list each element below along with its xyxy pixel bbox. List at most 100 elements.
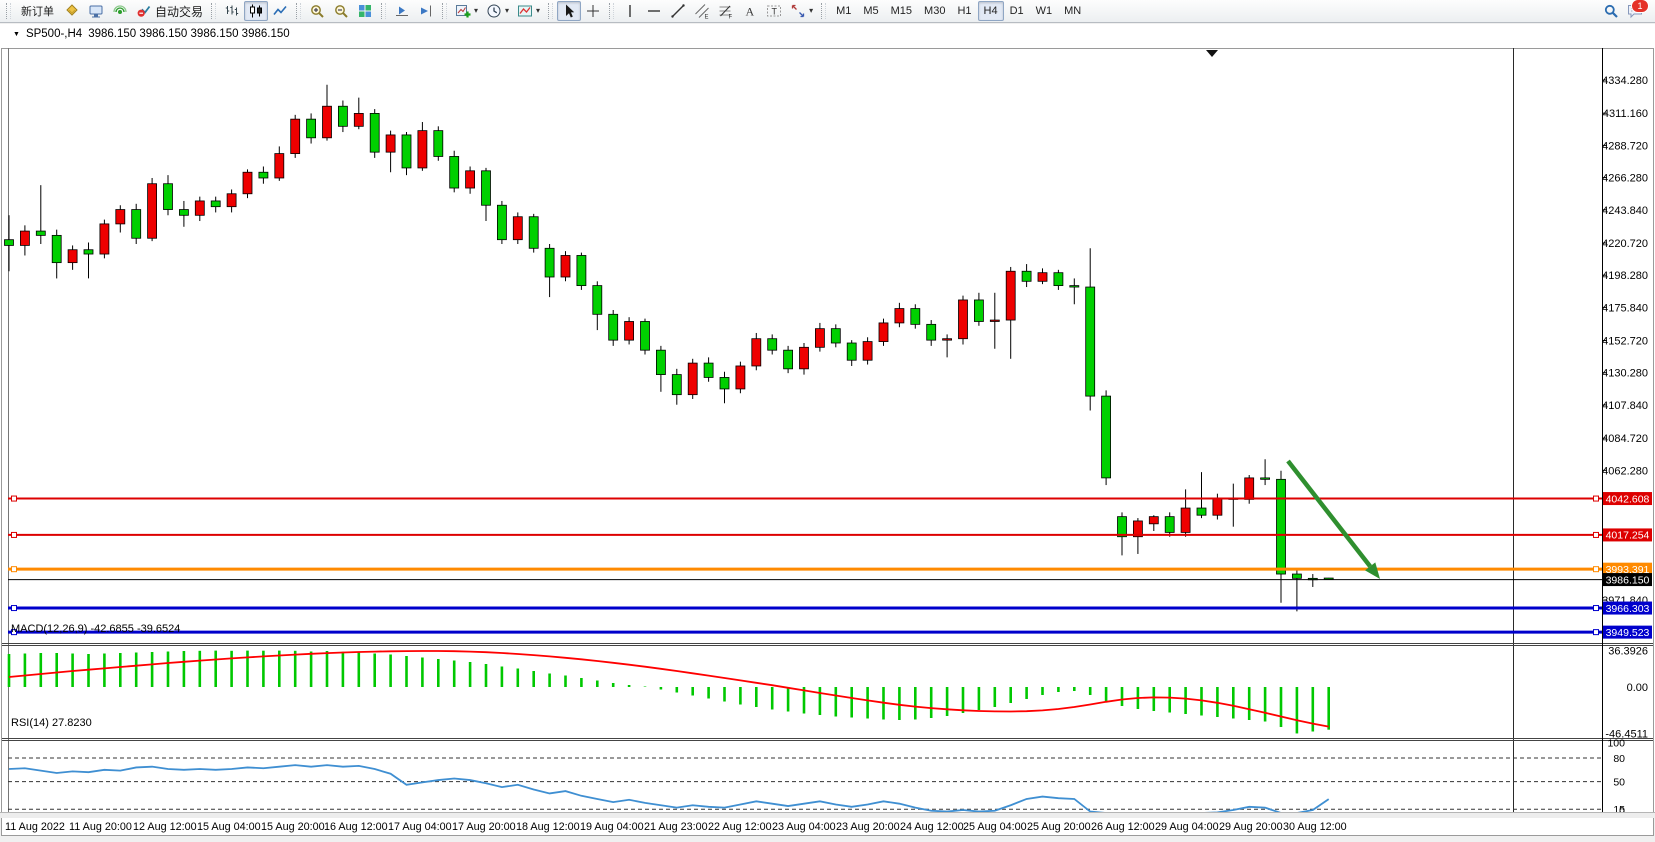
candle-body [894,308,905,324]
svg-text:A: A [746,5,755,19]
arrow-annotation[interactable] [1286,459,1380,579]
cursor-button[interactable] [557,1,582,21]
new-chart-button[interactable]: ▾ [451,1,482,21]
candle-body [433,130,444,157]
price-chip: 3986.150 [1603,573,1652,586]
search-button[interactable] [1599,1,1623,21]
line-handle[interactable] [1593,495,1599,502]
crosshair-icon [587,5,600,17]
equidistant-channel-button[interactable]: E [690,1,714,21]
dropdown-arrow-icon[interactable]: ▾ [505,6,510,15]
price-chip: 3993.391 [1603,562,1652,576]
timeframe-d1[interactable]: D1 [1004,1,1030,21]
candle-body [258,171,269,179]
timeframe-m15[interactable]: M15 [885,1,918,21]
line-handle[interactable] [11,629,17,636]
auto-trading-button[interactable]: 自动交易 [132,1,207,21]
time-tick-label: 12 Aug 12:00 [133,821,197,833]
notifications-button[interactable]: 1 [1623,0,1649,21]
candle-body [846,342,857,361]
price-axis[interactable]: 4334.280 4311.160 4288.720 4266.280 4243.840… [1602,75,1648,607]
new-order-button[interactable]: 新订单 [15,1,60,21]
chart-shift-marker-icon[interactable] [1206,50,1218,57]
candle-body [83,249,94,255]
time-tick-label: 11 Aug 20:00 [69,821,132,833]
toolbar-group-grip [609,3,615,19]
fibonacci-button[interactable]: F [714,1,738,21]
price-tick-label: 4311.160 [1603,108,1648,120]
candle-body [115,209,126,225]
candle-body [624,321,634,341]
macd-panel[interactable]: 36.3926 0.00 -46.4511 [7,646,1648,741]
text-button[interactable]: A [738,1,762,21]
text-label-button[interactable]: T [762,1,786,21]
macd-indicator-label: MACD(12,26,9) -42.6855 -39.6524 [11,623,181,635]
line-handle[interactable] [1593,566,1599,573]
bars-icon [225,5,239,16]
dropdown-arrow-icon[interactable]: ▾ [809,6,814,15]
candle-body [1292,573,1302,579]
line-handle[interactable] [1593,605,1599,612]
time-tick-label: 17 Aug 04:00 [388,821,452,833]
time-axis[interactable]: 11 Aug 2022 11 Aug 20:00 12 Aug 12:00 15 Au… [5,821,1347,833]
time-tick-label: 19 Aug 04:00 [580,821,644,833]
terminal-button[interactable] [84,1,108,21]
trendline-icon [671,4,685,18]
timeframe-w1[interactable]: W1 [1030,1,1059,21]
time-tick-label: 26 Aug 12:00 [1091,821,1155,833]
auto-scroll-button[interactable] [414,1,438,21]
dropdown-arrow-icon[interactable]: ▾ [536,6,541,15]
horizontal-line-objects [8,495,1602,636]
tile-windows-button[interactable] [353,1,377,21]
dropdown-arrow-icon[interactable]: ▾ [474,6,479,15]
order-history-button[interactable] [60,1,84,21]
line-handle[interactable] [1593,629,1599,636]
timeframe-m30[interactable]: M30 [918,1,951,21]
candle-body [958,299,968,340]
candlestick-chart-button[interactable] [244,1,269,21]
shift-chart-button[interactable] [390,1,414,21]
time-tick-label: 22 Aug 12:00 [708,821,772,833]
line-chart-button[interactable] [268,1,292,21]
candle-body [1053,272,1064,287]
candle-body [178,209,189,216]
candle-body [131,209,142,239]
templates-button[interactable]: ▾ [513,1,544,21]
candle-body [242,171,253,195]
timeframe-m5[interactable]: M5 [857,1,884,21]
line-handle[interactable] [11,566,17,573]
candle-body [687,362,698,396]
price-chip-label: 4042.608 [1606,493,1650,505]
line-handle[interactable] [11,605,17,612]
candle-body [830,328,841,344]
zoom-out-button[interactable] [329,1,353,21]
symbol-dropdown-icon[interactable]: ▼ [13,30,20,38]
candle-body [1021,270,1032,282]
textlabel-icon: T [767,5,782,17]
line-handle[interactable] [11,495,17,502]
line-handle[interactable] [11,531,17,538]
arrows-button[interactable]: ▾ [786,1,817,21]
period-button[interactable]: ▾ [482,1,513,21]
timeframe-h1[interactable]: H1 [951,1,977,21]
timeframe-mn[interactable]: MN [1058,1,1087,21]
candle-body [910,308,921,325]
horizontal-line-button[interactable] [642,1,666,21]
zoom-in-button[interactable] [305,1,329,21]
chart-canvas[interactable]: 4334.280 4311.160 4288.720 4266.280 4243.840… [0,24,1655,842]
line-handle[interactable] [1593,531,1599,538]
timeframe-m1[interactable]: M1 [830,1,857,21]
trendline-button[interactable] [666,1,690,21]
price-chip-bg [1603,573,1652,587]
timeframe-h1-label: H1 [957,5,972,17]
candle-body [735,365,746,390]
timeframe-m1-label: M1 [836,5,852,17]
candle-body [226,193,237,208]
bar-chart-button[interactable] [220,1,244,21]
crosshair-button[interactable] [581,1,605,21]
candlestick-series [4,84,1334,612]
time-tick-label: 29 Aug 04:00 [1155,821,1219,833]
signals-button[interactable] [108,1,132,21]
vertical-line-button[interactable] [618,1,642,21]
timeframe-h4[interactable]: H4 [977,1,1004,21]
